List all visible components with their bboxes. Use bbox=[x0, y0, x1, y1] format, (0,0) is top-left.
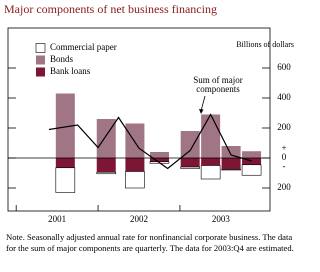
bar bbox=[55, 93, 75, 158]
page: Major components of net business financi… bbox=[4, 1, 294, 253]
legend-swatch bbox=[36, 55, 45, 65]
x-tick-label: 2003 bbox=[212, 214, 231, 224]
sign-label: - bbox=[283, 161, 286, 171]
bar bbox=[221, 168, 241, 171]
bar bbox=[201, 158, 221, 166]
bar bbox=[125, 158, 145, 172]
legend-swatch bbox=[36, 67, 45, 77]
legend-label: Bonds bbox=[50, 54, 74, 64]
bar bbox=[180, 166, 200, 169]
y-tick-label: 600 bbox=[277, 62, 291, 72]
bar bbox=[149, 152, 169, 158]
bar bbox=[242, 151, 262, 158]
bar bbox=[242, 158, 262, 165]
note: Note. Seasonally adjusted annual rate fo… bbox=[6, 232, 294, 253]
sign-label: + bbox=[281, 143, 286, 153]
y-axis-label: Billions of dollars bbox=[236, 40, 294, 49]
bar bbox=[55, 158, 75, 168]
x-tick-label: 2001 bbox=[48, 214, 66, 224]
bar bbox=[55, 167, 76, 193]
frame bbox=[7, 27, 271, 212]
bar bbox=[125, 171, 145, 189]
chart-title: Major components of net business financi… bbox=[4, 2, 217, 16]
y-tick-label: 400 bbox=[277, 92, 291, 102]
y-tick-label: 200 bbox=[277, 122, 291, 132]
annotation: Sum of major bbox=[193, 75, 243, 85]
annotation-arrow bbox=[200, 95, 206, 112]
bar bbox=[241, 164, 262, 176]
chart: Major components of net business financi… bbox=[4, 2, 294, 224]
bar bbox=[201, 114, 221, 158]
legend-label: Commercial paper bbox=[50, 42, 117, 52]
legend-label: Bank loans bbox=[50, 66, 91, 76]
bar bbox=[180, 158, 200, 167]
bar bbox=[221, 158, 241, 170]
bar bbox=[180, 131, 200, 158]
y-tick-label: 0 bbox=[282, 152, 287, 162]
bar bbox=[149, 158, 169, 162]
y-tick-label: 200 bbox=[277, 182, 291, 192]
bar bbox=[96, 171, 117, 175]
bar bbox=[96, 158, 116, 173]
bar bbox=[221, 146, 241, 158]
legend-swatch bbox=[35, 43, 46, 53]
bar bbox=[200, 165, 221, 180]
arrow-head bbox=[199, 109, 204, 114]
x-tick-label: 2002 bbox=[130, 214, 148, 224]
bar bbox=[125, 123, 145, 158]
annotation: components bbox=[196, 84, 240, 94]
sum-line bbox=[48, 113, 252, 170]
